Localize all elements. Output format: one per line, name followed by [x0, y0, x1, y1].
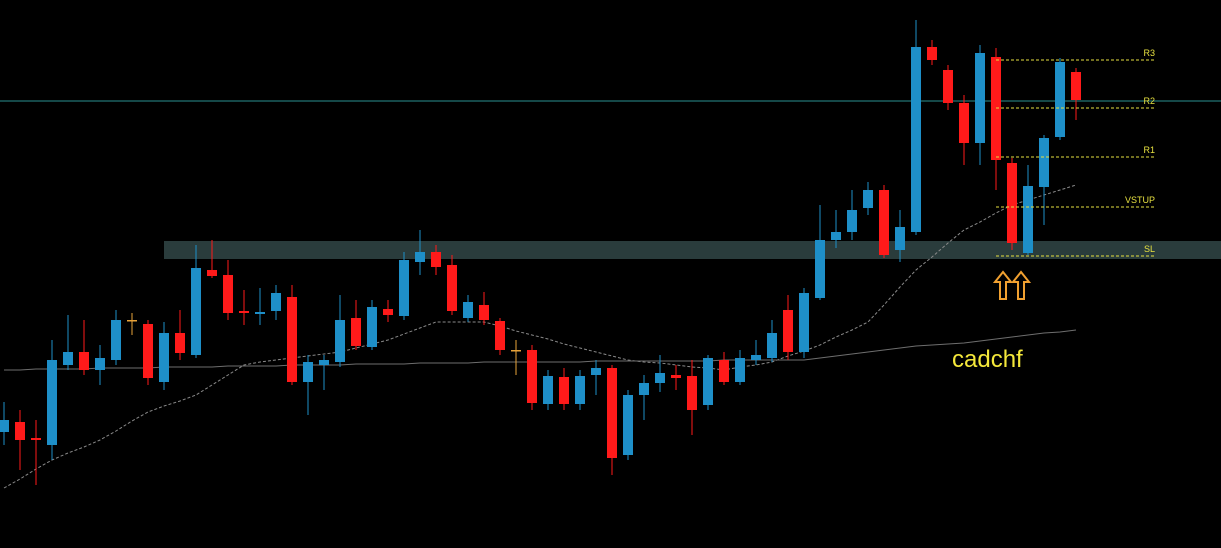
candle-body — [783, 310, 793, 352]
candle-body — [207, 270, 217, 276]
candle-body — [239, 311, 249, 313]
candle-body — [95, 358, 105, 370]
candle-body — [959, 103, 969, 143]
candle-body — [383, 309, 393, 315]
candle-body — [943, 70, 953, 103]
candle-body — [1071, 72, 1081, 100]
level-label: SL — [1144, 244, 1155, 254]
arrow-icon — [992, 270, 1032, 300]
candle-body — [495, 321, 505, 350]
candle-body — [63, 352, 73, 365]
candle-body — [143, 324, 153, 378]
candle-body — [175, 333, 185, 353]
candle-body — [527, 350, 537, 403]
candle-body — [447, 265, 457, 311]
candle-body — [671, 375, 681, 378]
zone — [164, 241, 1221, 259]
candle-body — [607, 368, 617, 458]
candle-body — [271, 293, 281, 311]
candle-body — [655, 373, 665, 383]
level-label: R3 — [1143, 48, 1155, 58]
candle-body — [319, 360, 329, 365]
candle-body — [895, 227, 905, 250]
candle-body — [79, 352, 89, 370]
candle-body — [47, 360, 57, 445]
candle-body — [559, 377, 569, 404]
candle-body — [719, 360, 729, 382]
level-label: R1 — [1143, 145, 1155, 155]
candle-body — [623, 395, 633, 455]
candle-body — [1055, 62, 1065, 137]
annotation: cadchf — [952, 346, 1023, 373]
candle-body — [831, 232, 841, 240]
candle-body — [111, 320, 121, 360]
candle-body — [863, 190, 873, 208]
candle-body — [703, 358, 713, 405]
candle-body — [191, 268, 201, 355]
candle-body — [351, 318, 361, 346]
candle-body — [463, 302, 473, 318]
candle-body — [975, 53, 985, 143]
candle-body — [847, 210, 857, 232]
candle-body — [927, 47, 937, 60]
candle-body — [367, 307, 377, 347]
candle-body — [431, 252, 441, 267]
candle-body — [511, 350, 521, 352]
candle-body — [879, 190, 889, 255]
candle-body — [575, 376, 585, 404]
level-label: VSTUP — [1125, 195, 1155, 205]
candle-body — [255, 312, 265, 314]
candle-body — [1007, 163, 1017, 243]
candle-body — [815, 240, 825, 298]
candle-body — [591, 368, 601, 375]
candle-body — [399, 260, 409, 316]
level-label: R2 — [1143, 96, 1155, 106]
candle-body — [767, 333, 777, 358]
candle-body — [303, 362, 313, 382]
candle-body — [415, 252, 425, 262]
candle-body — [543, 376, 553, 404]
candle-body — [287, 297, 297, 382]
candle-body — [223, 275, 233, 313]
candle-body — [159, 333, 169, 382]
candle-body — [799, 293, 809, 352]
candle-body — [335, 320, 345, 362]
candle-body — [127, 320, 137, 322]
candle-body — [15, 422, 25, 440]
candle-body — [31, 438, 41, 440]
candle-body — [639, 383, 649, 395]
candle-body — [1023, 186, 1033, 253]
candle-body — [687, 376, 697, 410]
candle-body — [911, 47, 921, 232]
candle-body — [479, 305, 489, 320]
candle-body — [0, 420, 9, 432]
candle-body — [751, 355, 761, 360]
candle-body — [735, 358, 745, 382]
moving-average — [4, 329, 1077, 371]
candle-body — [1039, 138, 1049, 187]
